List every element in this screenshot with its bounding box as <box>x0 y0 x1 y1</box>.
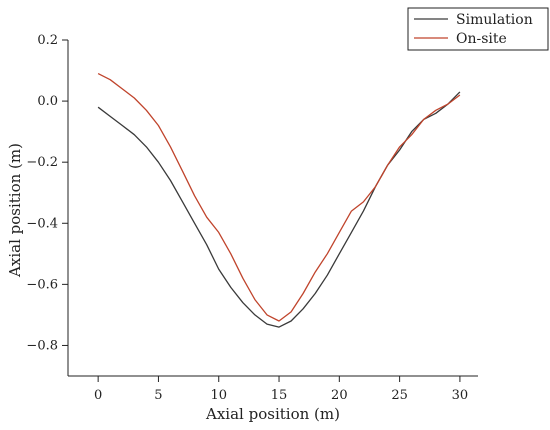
x-tick-label: 25 <box>391 388 408 403</box>
y-tick-label: −0.6 <box>26 277 58 292</box>
x-tick-label: 0 <box>94 388 102 403</box>
y-tick-label: −0.8 <box>26 338 58 353</box>
x-tick-label: 30 <box>452 388 469 403</box>
y-axis-label: Axial position (m) <box>6 143 24 278</box>
y-axis-ticks: 0.2 0.0 −0.2 −0.4 −0.6 −0.8 <box>26 33 68 353</box>
legend-label-simulation: Simulation <box>456 12 533 28</box>
x-axis-label: Axial position (m) <box>205 405 340 423</box>
x-tick-label: 10 <box>210 388 227 403</box>
legend: Simulation On-site <box>407 7 549 51</box>
y-tick-label: −0.4 <box>26 216 58 231</box>
x-tick-label: 20 <box>331 388 348 403</box>
legend-label-on-site: On-site <box>456 31 507 47</box>
y-tick-label: −0.2 <box>26 155 58 170</box>
y-tick-label: 0.2 <box>37 33 58 48</box>
x-tick-label: 5 <box>154 388 162 403</box>
x-tick-label: 15 <box>271 388 288 403</box>
series-line-simulation <box>97 91 461 328</box>
legend-box <box>407 7 549 51</box>
y-tick-label: 0.0 <box>37 94 58 109</box>
series-line-on-site <box>97 73 461 322</box>
series-lines <box>97 73 461 328</box>
x-axis-ticks: 0 5 10 15 20 25 30 <box>94 376 468 403</box>
